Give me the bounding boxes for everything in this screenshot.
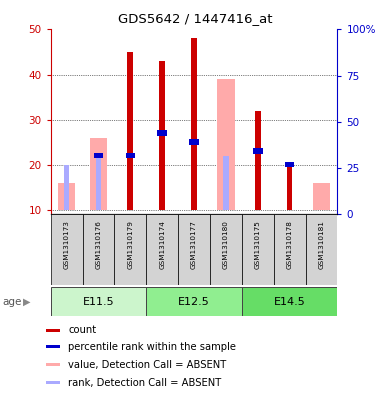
Bar (287, 165, 292, 210)
Bar (58, 183, 75, 210)
Text: GSM1310177: GSM1310177 (191, 220, 197, 269)
Bar (159, 61, 165, 210)
Text: ▶: ▶ (23, 297, 30, 307)
Bar (305, 214, 337, 285)
Text: percentile rank within the sample: percentile rank within the sample (68, 342, 236, 352)
Bar (46, 363, 60, 366)
Bar (96, 156, 101, 210)
Bar (313, 183, 330, 210)
Text: GSM1310179: GSM1310179 (127, 220, 133, 269)
Text: GSM1310175: GSM1310175 (255, 220, 261, 269)
Text: rank, Detection Call = ABSENT: rank, Detection Call = ABSENT (68, 378, 222, 387)
Bar (128, 52, 133, 210)
Bar (51, 214, 83, 285)
Text: age: age (2, 297, 21, 307)
Bar (114, 214, 146, 285)
Bar (126, 153, 135, 158)
Bar (146, 287, 242, 316)
Text: E14.5: E14.5 (274, 297, 305, 307)
Text: count: count (68, 325, 96, 335)
Bar (178, 214, 210, 285)
Bar (255, 110, 261, 210)
Bar (146, 214, 178, 285)
Bar (158, 130, 167, 136)
Bar (46, 381, 60, 384)
Text: GSM1310178: GSM1310178 (287, 220, 292, 269)
Bar (191, 39, 197, 210)
Bar (223, 156, 229, 210)
Bar (210, 214, 242, 285)
Text: GSM1310181: GSM1310181 (318, 220, 324, 269)
Text: E12.5: E12.5 (178, 297, 210, 307)
Text: GSM1310174: GSM1310174 (159, 220, 165, 269)
Text: GSM1310173: GSM1310173 (64, 220, 70, 269)
Bar (217, 79, 235, 210)
Bar (242, 287, 337, 316)
Bar (83, 214, 114, 285)
Bar (285, 162, 294, 167)
Bar (189, 140, 199, 145)
Bar (51, 287, 146, 316)
Bar (90, 138, 107, 210)
Text: value, Detection Call = ABSENT: value, Detection Call = ABSENT (68, 360, 227, 370)
Bar (242, 214, 274, 285)
Bar (64, 165, 69, 210)
Bar (274, 214, 305, 285)
Text: E11.5: E11.5 (83, 297, 114, 307)
Bar (94, 153, 103, 158)
Text: GDS5642 / 1447416_at: GDS5642 / 1447416_at (118, 12, 272, 25)
Bar (46, 329, 60, 332)
Bar (253, 149, 262, 154)
Text: GSM1310180: GSM1310180 (223, 220, 229, 269)
Bar (46, 345, 60, 348)
Text: GSM1310176: GSM1310176 (96, 220, 101, 269)
